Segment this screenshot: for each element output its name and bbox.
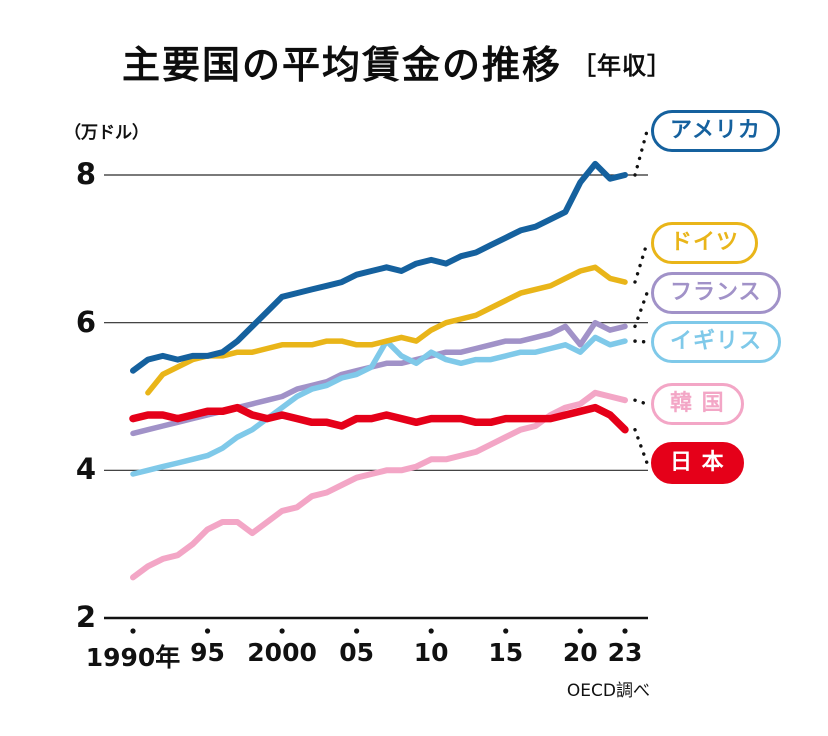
series-line-uk	[130, 334, 628, 477]
y-tick-label-8: 8	[75, 157, 96, 191]
y-axis-unit-label: （万ドル）	[64, 123, 149, 143]
leader-line-uk	[633, 339, 649, 344]
x-tick-dot-2020	[577, 628, 583, 634]
page-title: 主要国の平均賃金の推移 ［年収］	[122, 34, 672, 89]
x-tick-dot-1995	[204, 628, 211, 634]
title-main: 主要国の平均賃金の推移	[122, 43, 563, 87]
x-tick-label-2000: 2000	[247, 638, 317, 667]
legend-pill-uk: イギリス	[651, 321, 782, 364]
y-tick-label-2: 2	[75, 600, 96, 634]
x-tick-label-2015: 15	[488, 638, 524, 667]
x-tick-dot-2000	[279, 628, 285, 634]
legend-pill-usa: アメリカ	[651, 110, 780, 153]
x-tick-label-2005: 05	[339, 638, 375, 667]
series-line-usa	[130, 160, 628, 374]
y-tick-label-6: 6	[75, 304, 96, 339]
series-line-japan	[129, 403, 629, 434]
x-tick-label-1995: 95	[190, 638, 225, 667]
series-line-germany	[145, 264, 628, 396]
x-tick-dot-2005	[354, 628, 360, 634]
leader-line-usa	[633, 129, 649, 177]
leader-line-france	[633, 291, 649, 329]
x-tick-label-1990: 1990年	[85, 643, 181, 672]
x-tick-label-2010: 10	[413, 638, 449, 667]
x-tick-label-2020: 20	[562, 638, 598, 667]
y-tick-label-4: 4	[75, 452, 96, 487]
legend-pill-korea: 韓 国	[651, 383, 744, 426]
leader-line-germany	[633, 241, 649, 284]
leader-line-korea	[633, 398, 649, 406]
legend-pill-japan: 日 本	[651, 442, 744, 485]
x-tick-dot-1990	[130, 628, 136, 634]
x-tick-label-2023: 23	[607, 638, 643, 667]
title-sub: ［年収］	[572, 52, 673, 80]
x-tick-dot-2023	[622, 628, 628, 634]
legend-pill-france: フランス	[651, 272, 781, 315]
x-tick-dot-2015	[503, 628, 509, 634]
source-label: OECD調べ	[566, 681, 650, 701]
legend-pill-germany: ドイツ	[651, 222, 759, 265]
leader-line-japan	[633, 428, 649, 465]
x-tick-dot-2010	[428, 628, 434, 634]
